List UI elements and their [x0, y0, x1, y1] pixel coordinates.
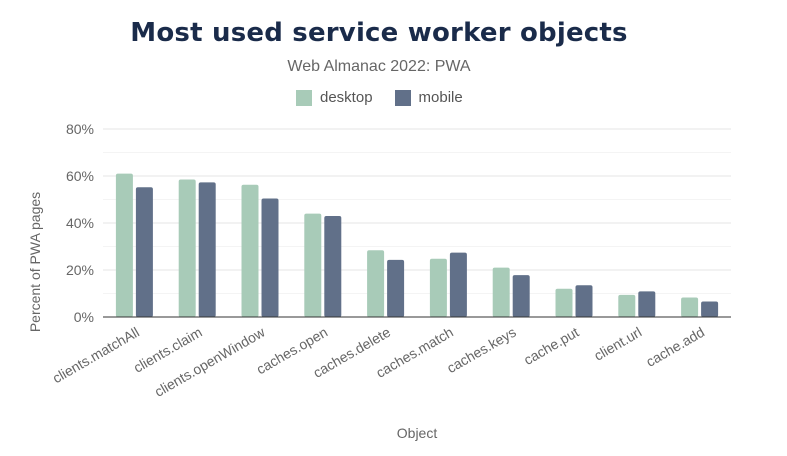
x-tick-label: cache.add: [643, 324, 707, 370]
legend-item-desktop[interactable]: desktop: [296, 89, 373, 106]
chart-title: Most used service worker objects: [130, 18, 628, 48]
bar-mobile-client-url[interactable]: [638, 291, 656, 317]
bar-mobile-caches-keys[interactable]: [512, 275, 530, 317]
bar-mobile-cache-add[interactable]: [701, 301, 719, 317]
x-tick-label: caches.keys: [444, 324, 519, 376]
chart-subtitle: Web Almanac 2022: PWA: [287, 58, 471, 75]
x-tick-label: client.url: [591, 324, 644, 364]
bar-desktop-caches-match[interactable]: [429, 258, 447, 317]
bar-mobile-clients-openWindow[interactable]: [261, 198, 279, 317]
legend-label-desktop: desktop: [320, 89, 373, 106]
legend-swatch-desktop: [296, 89, 312, 106]
bar-mobile-caches-open[interactable]: [324, 215, 342, 317]
y-tick-label: 20%: [66, 262, 94, 278]
legend-label-mobile: mobile: [418, 89, 463, 106]
bar-mobile-clients-claim[interactable]: [198, 182, 216, 317]
bar-desktop-cache-put[interactable]: [555, 288, 573, 317]
bar-desktop-clients-claim[interactable]: [178, 179, 196, 317]
bar-mobile-caches-match[interactable]: [449, 252, 467, 317]
y-tick-label: 80%: [66, 121, 94, 137]
y-tick-label: 60%: [66, 168, 94, 184]
bar-desktop-caches-keys[interactable]: [492, 267, 510, 317]
bar-desktop-client-url[interactable]: [618, 294, 636, 317]
bars: [115, 173, 719, 317]
bar-desktop-cache-add[interactable]: [681, 297, 699, 317]
bar-desktop-caches-delete[interactable]: [367, 250, 385, 317]
x-tick-label: clients.openWindow: [152, 323, 269, 400]
bar-mobile-clients-matchAll[interactable]: [135, 187, 153, 317]
legend: desktop mobile: [296, 89, 485, 106]
legend-item-mobile[interactable]: mobile: [394, 89, 463, 106]
x-tick-label: clients.matchAll: [50, 324, 142, 386]
bar-mobile-cache-put[interactable]: [575, 285, 593, 317]
x-tick-label: cache.put: [521, 324, 582, 368]
bar-desktop-clients-matchAll[interactable]: [115, 173, 133, 317]
bar-desktop-caches-open[interactable]: [304, 213, 322, 317]
legend-swatch-mobile: [394, 89, 411, 106]
gridlines: [103, 128, 731, 294]
x-axis-title: Object: [397, 425, 438, 441]
y-axis-title: Percent of PWA pages: [27, 192, 43, 332]
bar-desktop-clients-openWindow[interactable]: [241, 184, 259, 317]
y-tick-label: 40%: [66, 215, 94, 231]
bar-mobile-caches-delete[interactable]: [387, 259, 405, 317]
y-tick-label: 0%: [74, 309, 94, 325]
